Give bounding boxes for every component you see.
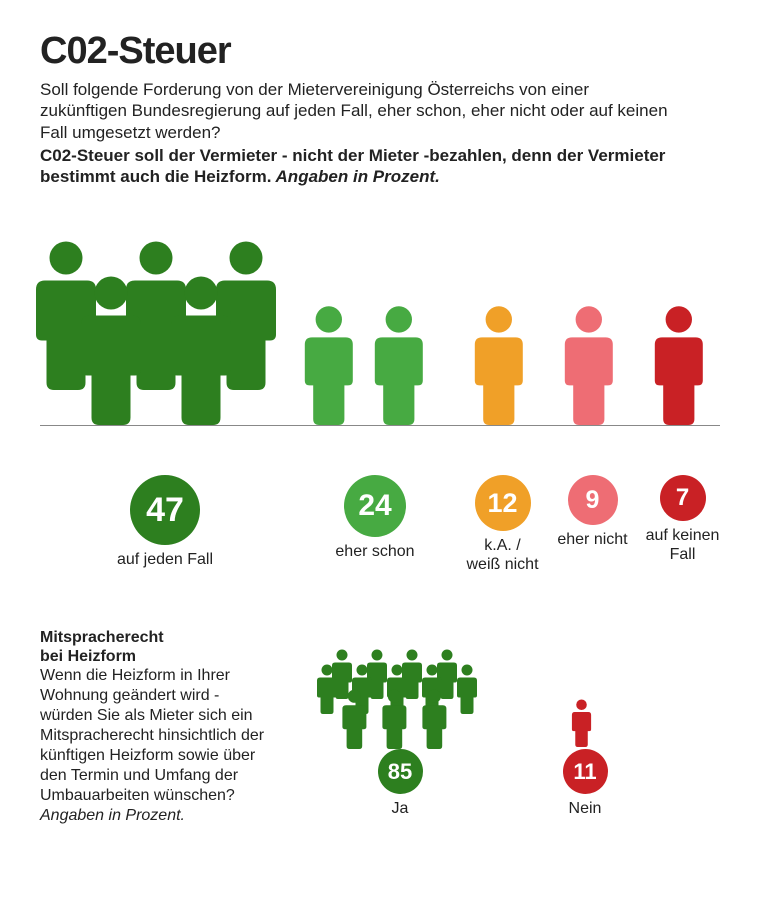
value-label: eher schon <box>300 543 450 561</box>
mitsprache-title: Mitspracherecht bei Heizform <box>40 629 270 666</box>
main-value-row: 47 auf jeden Fall24 eher schon12 k.A. / … <box>40 475 730 605</box>
section-mitspracherecht: Mitspracherecht bei Heizform Wenn die He… <box>40 629 730 829</box>
mitsprache-chart: 85 Ja 11 Nein <box>290 629 730 829</box>
intro-question: Soll folgende Forderung von der Mieterve… <box>40 79 680 143</box>
mitsprache-body: Wenn die Heizform in Ihrer Wohnung geänd… <box>40 667 264 804</box>
value-circle: 47 <box>130 475 200 545</box>
page-title: C02-Steuer <box>40 30 730 73</box>
value-item: 7 auf keinen Fall <box>640 475 725 564</box>
person-icon <box>165 275 237 425</box>
person-icon <box>370 305 428 425</box>
person-icon <box>340 689 369 749</box>
value-label: eher nicht <box>550 531 635 549</box>
value-item: 12 k.A. / weiß nicht <box>460 475 545 574</box>
value-label: k.A. / weiß nicht <box>460 537 545 574</box>
value-label: auf keinen Fall <box>640 527 725 564</box>
main-pictogram-chart <box>40 215 730 475</box>
person-icon <box>380 689 409 749</box>
person-icon <box>470 305 528 425</box>
person-icon <box>420 689 449 749</box>
value-label: Ja <box>360 800 440 818</box>
value-label: Nein <box>550 800 620 818</box>
intro-statement: C02-Steuer soll der Vermieter - nicht de… <box>40 145 680 188</box>
value-circle: 24 <box>344 475 406 537</box>
value-label: auf jeden Fall <box>40 551 290 569</box>
value-circle: 12 <box>475 475 531 531</box>
value-item: 9 eher nicht <box>550 475 635 549</box>
value-item: 47 auf jeden Fall <box>40 475 290 569</box>
value-circle: 7 <box>660 475 706 521</box>
baseline-rule <box>40 425 720 426</box>
mitsprache-suffix: Angaben in Prozent. <box>40 807 185 824</box>
value-circle: 9 <box>568 475 618 525</box>
person-icon <box>455 664 479 714</box>
person-icon <box>650 305 708 425</box>
value-circle: 85 <box>378 749 423 794</box>
value-item: 24 eher schon <box>300 475 450 561</box>
person-icon <box>75 275 147 425</box>
value-item-nein: 11 Nein <box>550 749 620 818</box>
person-icon <box>570 699 593 747</box>
person-icon <box>300 305 358 425</box>
value-item-ja: 85 Ja <box>360 749 440 818</box>
mitsprache-text: Mitspracherecht bei Heizform Wenn die He… <box>40 629 270 826</box>
intro-statement-suffix: Angaben in Prozent. <box>271 167 439 186</box>
value-circle: 11 <box>563 749 608 794</box>
person-icon <box>560 305 618 425</box>
person-icon <box>315 664 339 714</box>
